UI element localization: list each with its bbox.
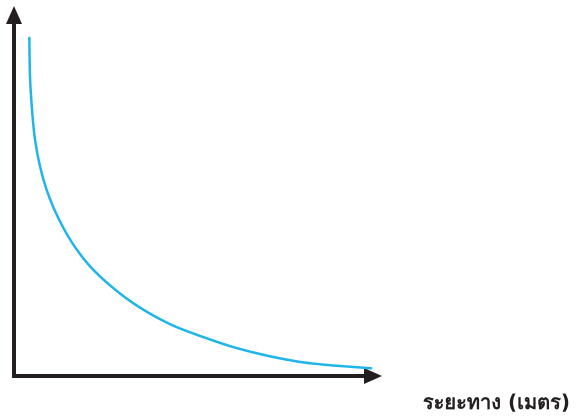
series-layer: [28, 36, 373, 370]
x-axis-arrowhead: [364, 368, 382, 384]
y-axis-arrowhead: [6, 6, 22, 24]
series-line-0: [28, 36, 373, 370]
x-axis-label: ระยะทาง (เมตร): [423, 390, 570, 414]
